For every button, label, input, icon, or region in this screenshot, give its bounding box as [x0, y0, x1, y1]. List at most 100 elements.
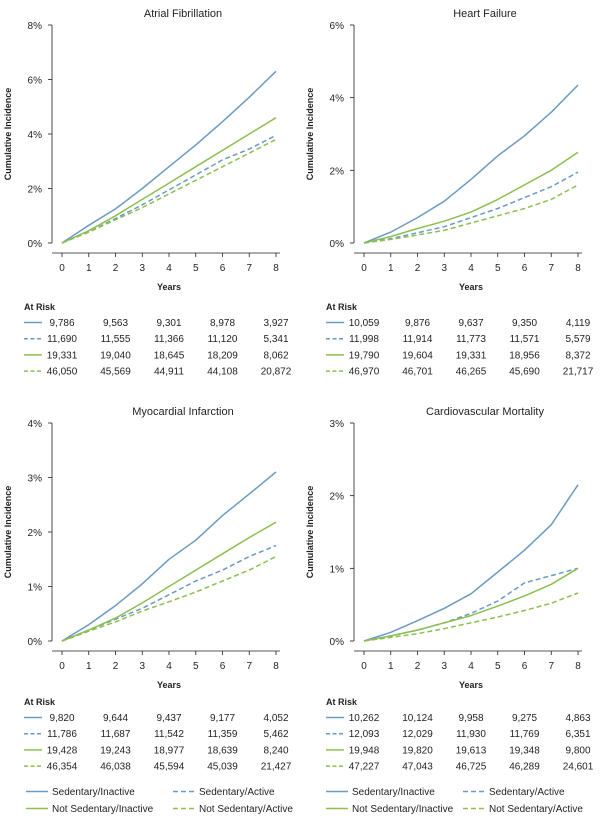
at-risk-value: 11,571 [510, 334, 540, 345]
at-risk-value: 8,372 [565, 350, 590, 361]
y-tick-label: 4% [28, 130, 43, 141]
series-line-sedentary-inactive [363, 484, 579, 642]
at-risk-value: 44,108 [207, 367, 238, 378]
at-risk-value: 10,059 [349, 318, 380, 329]
x-axis-label: Years [459, 282, 483, 292]
at-risk-value: 11,930 [456, 729, 486, 740]
x-tick-label: 5 [495, 661, 501, 672]
at-risk-value: 11,542 [154, 729, 184, 740]
at-risk-value: 9,876 [405, 318, 430, 329]
at-risk-value: 9,637 [458, 318, 483, 329]
x-tick-label: 2 [415, 263, 421, 274]
x-axis-label: Years [157, 282, 181, 292]
x-tick-label: 8 [575, 263, 581, 274]
x-tick-label: 8 [273, 263, 279, 274]
at-risk-value: 46,970 [349, 367, 380, 378]
x-tick-label: 0 [59, 661, 65, 672]
y-tick-label: 6% [330, 21, 345, 32]
series-line-sedentary-inactive [363, 84, 579, 244]
at-risk-value: 45,569 [100, 367, 131, 378]
at-risk-value: 8,240 [263, 745, 288, 756]
at-risk-value: 19,790 [349, 350, 380, 361]
chart-title: Cardiovascular Mortality [426, 406, 544, 418]
y-tick-label: 1% [330, 564, 345, 575]
at-risk-value: 20,872 [261, 367, 292, 378]
y-tick-label: 4% [330, 94, 345, 105]
at-risk-value: 12,029 [402, 729, 433, 740]
at-risk-value: 5,341 [263, 334, 288, 345]
at-risk-value: 9,820 [49, 713, 74, 724]
x-tick-label: 6 [522, 661, 528, 672]
at-risk-value: 46,701 [402, 367, 433, 378]
at-risk-value: 47,227 [349, 762, 380, 773]
at-risk-value: 44,911 [154, 367, 184, 378]
series-line-not-sedentary-active [61, 555, 277, 642]
at-risk-value: 46,050 [47, 367, 78, 378]
at-risk-value: 9,800 [565, 745, 590, 756]
at-risk-value: 9,786 [49, 318, 74, 329]
at-risk-value: 9,275 [512, 713, 537, 724]
legend-label: Not Sedentary/Active [489, 804, 583, 815]
at-risk-value: 5,579 [565, 334, 590, 345]
series-line-not-sedentary-inactive [363, 567, 579, 642]
panel-2: Myocardial Infarction 0% 1% 2% 3% 4% 0 1 2 3 4 5 6 7 8… [3, 406, 292, 773]
at-risk-value: 46,725 [456, 762, 487, 773]
at-risk-value: 10,124 [402, 713, 433, 724]
at-risk-value: 11,359 [208, 729, 238, 740]
at-risk-value: 6,351 [565, 729, 590, 740]
y-tick-label: 8% [28, 21, 43, 32]
at-risk-label: At Risk [326, 697, 358, 707]
series-line-not-sedentary-inactive [363, 151, 579, 244]
x-tick-label: 3 [139, 661, 145, 672]
at-risk-value: 3,927 [263, 318, 288, 329]
at-risk-value: 19,428 [47, 745, 78, 756]
x-tick-label: 0 [59, 263, 65, 274]
at-risk-value: 11,773 [456, 334, 486, 345]
y-axis-label: Cumulative Incidence [3, 486, 13, 579]
x-tick-label: 5 [193, 263, 199, 274]
at-risk-value: 9,563 [103, 318, 128, 329]
at-risk-value: 4,119 [566, 318, 591, 329]
x-tick-label: 8 [273, 661, 279, 672]
at-risk-value: 18,639 [207, 745, 238, 756]
series-line-sedentary-inactive [61, 471, 277, 642]
at-risk-value: 11,998 [349, 334, 379, 345]
panel-0: Atrial Fibrillation 0% 2% 4% 6% 8% 0 1 2 3 4 5 6 7 8 Ye… [3, 8, 292, 378]
at-risk-value: 18,956 [509, 350, 540, 361]
series-line-sedentary-active [363, 171, 579, 244]
at-risk-value: 4,052 [263, 713, 288, 724]
x-tick-label: 2 [113, 263, 119, 274]
x-tick-label: 5 [495, 263, 501, 274]
at-risk-value: 11,687 [101, 729, 131, 740]
at-risk-value: 21,717 [563, 367, 594, 378]
series-line-not-sedentary-active [363, 184, 579, 244]
y-axis-label: Cumulative Incidence [305, 88, 315, 181]
at-risk-value: 9,644 [103, 713, 128, 724]
y-tick-label: 2% [28, 528, 43, 539]
at-risk-value: 9,301 [156, 318, 181, 329]
chart-title: Heart Failure [453, 8, 517, 20]
series-line-not-sedentary-active [363, 592, 579, 642]
x-tick-label: 8 [575, 661, 581, 672]
at-risk-value: 9,177 [210, 713, 235, 724]
x-axis-label: Years [157, 680, 181, 690]
at-risk-value: 11,786 [47, 729, 77, 740]
x-tick-label: 4 [166, 661, 172, 672]
at-risk-value: 19,820 [402, 745, 433, 756]
at-risk-value: 18,645 [154, 350, 185, 361]
y-tick-label: 2% [330, 166, 345, 177]
legend-label: Sedentary/Inactive [52, 787, 135, 798]
x-tick-label: 2 [113, 661, 119, 672]
at-risk-value: 19,348 [509, 745, 540, 756]
x-tick-label: 0 [361, 661, 367, 672]
at-risk-value: 8,978 [210, 318, 235, 329]
at-risk-value: 19,331 [456, 350, 487, 361]
at-risk-value: 11,555 [101, 334, 131, 345]
at-risk-value: 11,690 [47, 334, 77, 345]
x-tick-label: 1 [86, 263, 92, 274]
series-line-sedentary-active [61, 134, 277, 244]
legend-label: Sedentary/Active [489, 787, 565, 798]
x-tick-label: 2 [415, 661, 421, 672]
at-risk-value: 18,977 [154, 745, 185, 756]
